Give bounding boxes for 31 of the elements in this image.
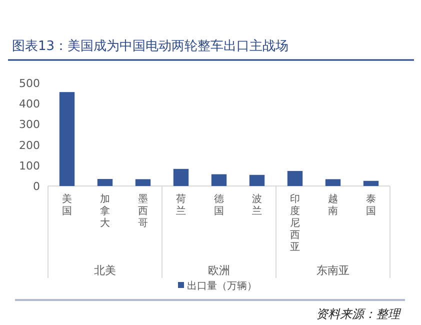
y-tick-label: 0 bbox=[33, 180, 40, 193]
bar bbox=[97, 178, 113, 186]
y-tick-label: 300 bbox=[19, 118, 40, 132]
text: 东南亚 bbox=[316, 264, 350, 277]
y-tick-label: 200 bbox=[19, 138, 40, 152]
bar bbox=[173, 168, 189, 186]
x-tick-label: 泰国 bbox=[366, 194, 376, 217]
y-tick-label: 100 bbox=[19, 159, 40, 172]
bar bbox=[287, 170, 303, 186]
x-tick-label: 印度尼西亚 bbox=[290, 193, 300, 253]
legend: 出口量（万辆） bbox=[178, 281, 257, 292]
bar bbox=[363, 180, 379, 186]
x-tick-label: 德国 bbox=[214, 194, 224, 217]
text: 资料来源：整理 bbox=[316, 307, 402, 321]
bar bbox=[59, 92, 75, 186]
x-tick-label: 加拿大 bbox=[100, 193, 110, 229]
bar bbox=[325, 179, 341, 186]
x-tick-label: 越南 bbox=[328, 193, 338, 217]
text: 欧洲 bbox=[208, 264, 230, 277]
x-tick-label: 荷兰 bbox=[176, 193, 186, 217]
text: 北美 bbox=[94, 264, 116, 277]
legend-label: 出口量（万辆） bbox=[187, 280, 257, 292]
bar bbox=[135, 179, 151, 186]
x-tick-label: 美国 bbox=[62, 193, 72, 217]
bar bbox=[249, 174, 265, 186]
bar bbox=[211, 174, 227, 186]
y-tick-label: 500 bbox=[19, 77, 40, 90]
y-tick-label: 400 bbox=[19, 98, 40, 111]
x-tick-label: 波兰 bbox=[252, 193, 262, 217]
x-tick-label: 墨西哥 bbox=[138, 194, 148, 229]
chart-title: 图表13：美国成为中国电动两轮整车出口主战场 bbox=[12, 38, 289, 54]
